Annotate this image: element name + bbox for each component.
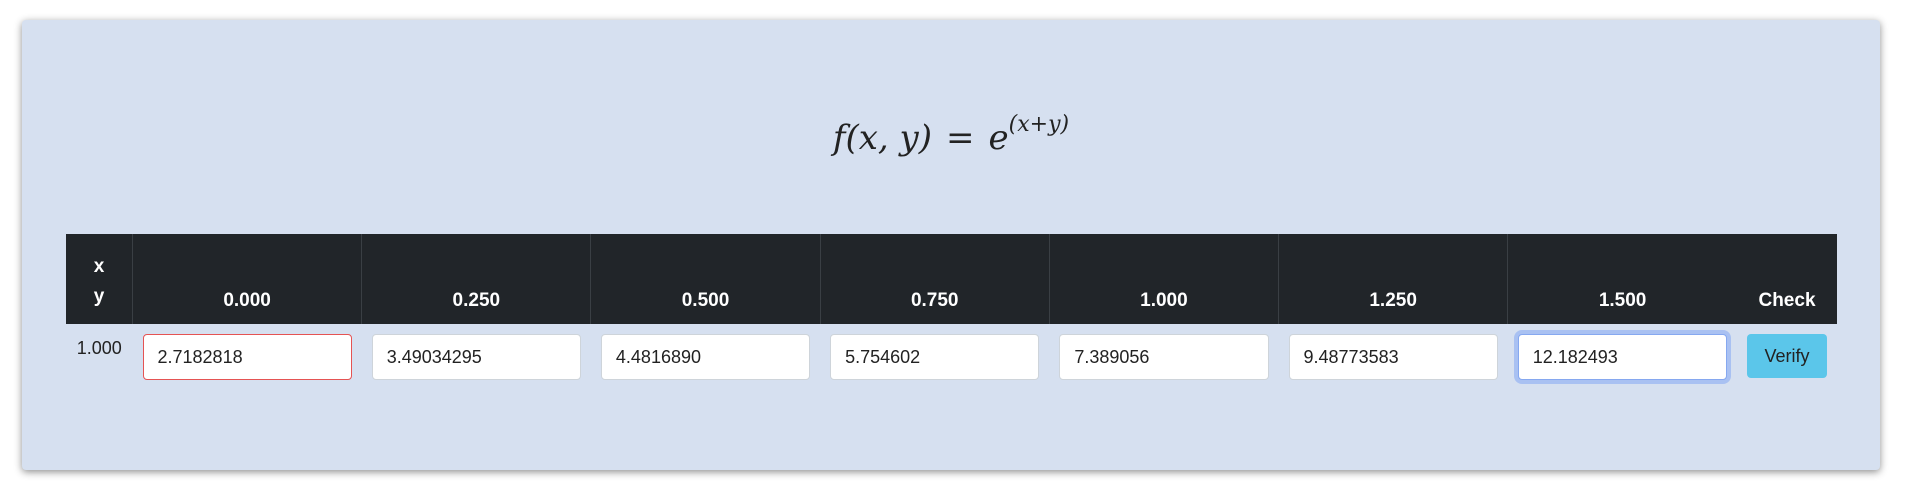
- x-label: x: [93, 256, 105, 277]
- formula-equals: =: [946, 118, 975, 158]
- formula: f(x, y) = e(x+y): [22, 112, 1880, 158]
- formula-lhs: f(x, y): [832, 118, 933, 158]
- check-header: Check: [1737, 234, 1837, 324]
- value-input[interactable]: [600, 334, 811, 380]
- y-label: y: [93, 286, 105, 307]
- value-input[interactable]: [1288, 334, 1498, 380]
- column-header: 1.500: [1507, 234, 1737, 324]
- column-header: 1.250: [1278, 234, 1508, 324]
- row-label: 1.000: [76, 338, 122, 358]
- column-header: 1.000: [1048, 234, 1279, 324]
- column-header: 0.250: [361, 234, 591, 324]
- value-input[interactable]: [1059, 334, 1269, 380]
- formula-base: e: [988, 118, 1009, 158]
- value-input[interactable]: [371, 334, 581, 380]
- verify-button[interactable]: Verify: [1747, 334, 1827, 378]
- column-header: 0.750: [819, 234, 1050, 324]
- formula-exponent: (x+y): [1008, 112, 1070, 137]
- value-input[interactable]: [830, 334, 1040, 380]
- value-input[interactable]: [142, 334, 352, 380]
- table-row: 1.000 Verify: [66, 324, 1837, 390]
- column-header: 0.500: [590, 234, 821, 324]
- value-input[interactable]: [1517, 334, 1727, 380]
- column-header: 0.000: [131, 234, 362, 324]
